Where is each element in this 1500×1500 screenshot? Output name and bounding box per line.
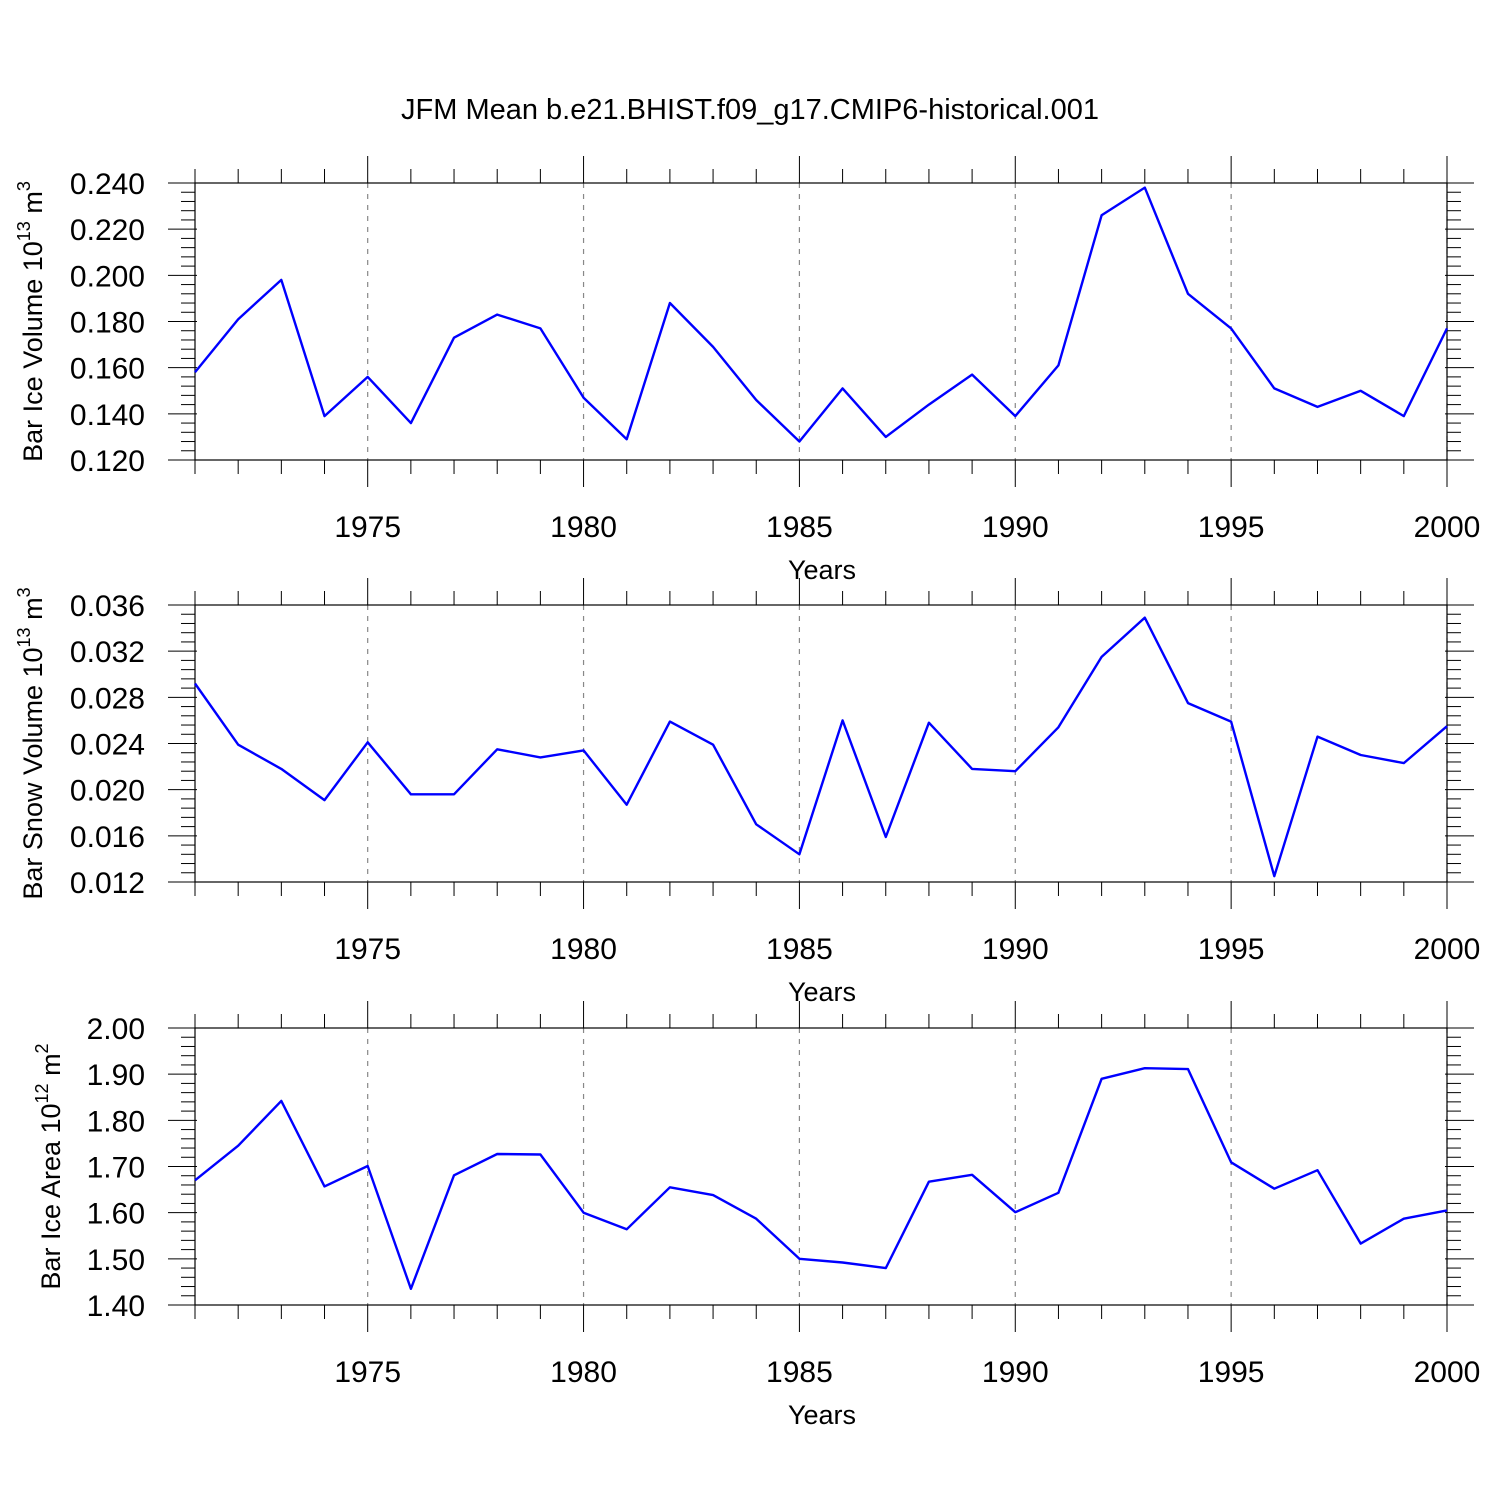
x-tick-label: 1975: [334, 933, 401, 966]
y-axis-label-text: Bar Ice Volume 10: [18, 241, 48, 462]
y-axis-label-unit-exp: 2: [32, 1043, 52, 1053]
x-axis-label: Years: [788, 977, 856, 1007]
y-axis-label-unit-exp: 3: [14, 181, 34, 191]
x-tick-label: 1975: [334, 511, 401, 544]
x-tick-label: 2000: [1414, 1356, 1481, 1389]
y-tick-label: 0.140: [70, 399, 145, 432]
x-tick-label: 1980: [550, 1356, 617, 1389]
y-tick-label: 1.80: [87, 1105, 145, 1138]
x-axis-label: Years: [788, 1400, 856, 1430]
series-line: [194, 616, 1448, 878]
y-axis-label-text: Bar Snow Volume 10: [18, 647, 48, 899]
x-axis-label: Years: [788, 555, 856, 585]
y-tick-label: 0.200: [70, 260, 145, 293]
y-axis-label-unit: m: [36, 1053, 66, 1083]
y-axis-label-unit-exp: 3: [14, 587, 34, 597]
y-axis-label-text: Bar Ice Area 10: [36, 1103, 66, 1289]
y-tick-label: 0.028: [70, 682, 145, 715]
y-tick-label: 0.160: [70, 353, 145, 386]
x-tick-label: 2000: [1414, 933, 1481, 966]
y-axis-label-exp: 12: [32, 1083, 52, 1103]
y-tick-label: 0.036: [70, 590, 145, 623]
y-tick-label: 1.40: [87, 1290, 145, 1323]
y-tick-label: 0.032: [70, 636, 145, 669]
y-tick-label: 0.020: [70, 775, 145, 808]
x-tick-label: 1980: [550, 511, 617, 544]
y-axis-label: Bar Ice Volume 1013 m3: [14, 181, 48, 462]
x-tick-label: 1985: [766, 511, 833, 544]
plot-frame: [194, 182, 1448, 461]
y-tick-label: 0.012: [70, 867, 145, 900]
x-tick-label: 1995: [1198, 933, 1265, 966]
y-axis-label-unit: m: [18, 191, 48, 221]
figure-title: JFM Mean b.e21.BHIST.f09_g17.CMIP6-histo…: [401, 94, 1099, 126]
x-tick-label: 1990: [982, 933, 1049, 966]
y-axis-label: Bar Ice Area 1012 m2: [32, 1043, 66, 1289]
y-tick-label: 1.50: [87, 1244, 145, 1277]
plot-frame: [194, 604, 1448, 883]
x-tick-label: 1990: [982, 1356, 1049, 1389]
y-tick-label: 1.70: [87, 1152, 145, 1185]
y-axis-label-unit: m: [18, 597, 48, 627]
chart-panel-1: 0.120 0.140 0.160 0.180 0.200 0.220 0.240 1975 1…: [14, 156, 1480, 585]
chart-panel-3: 1.40 1.50 1.60 1.70 1.80 1.90 2.00 1975 1980 1985…: [32, 1001, 1480, 1430]
y-axis-label: Bar Snow Volume 1013 m3: [14, 587, 48, 899]
series-line: [194, 186, 1449, 443]
x-tick-label: 1985: [766, 1356, 833, 1389]
y-tick-label: 2.00: [87, 1013, 145, 1046]
y-tick-label: 0.240: [70, 168, 145, 201]
y-tick-label: 1.60: [87, 1198, 145, 1231]
x-tick-label: 2000: [1414, 511, 1481, 544]
x-tick-label: 1980: [550, 933, 617, 966]
y-tick-label: 0.180: [70, 307, 145, 340]
y-tick-label: 1.90: [87, 1059, 145, 1092]
y-axis-label-exp: 13: [14, 627, 34, 647]
plot-frame: [194, 1027, 1448, 1306]
x-tick-label: 1990: [982, 511, 1049, 544]
x-tick-label: 1975: [334, 1356, 401, 1389]
y-tick-label: 0.016: [70, 821, 145, 854]
y-axis-label-exp: 13: [14, 221, 34, 241]
series-line: [194, 1066, 1448, 1291]
y-tick-label: 0.220: [70, 214, 145, 247]
y-tick-label: 0.024: [70, 729, 145, 762]
x-tick-label: 1995: [1198, 511, 1265, 544]
x-tick-label: 1995: [1198, 1356, 1265, 1389]
y-tick-label: 0.120: [70, 445, 145, 478]
x-tick-label: 1985: [766, 933, 833, 966]
chart-panel-2: 0.012 0.016 0.020 0.024 0.028 0.032 0.036 1975 1…: [14, 578, 1480, 1007]
